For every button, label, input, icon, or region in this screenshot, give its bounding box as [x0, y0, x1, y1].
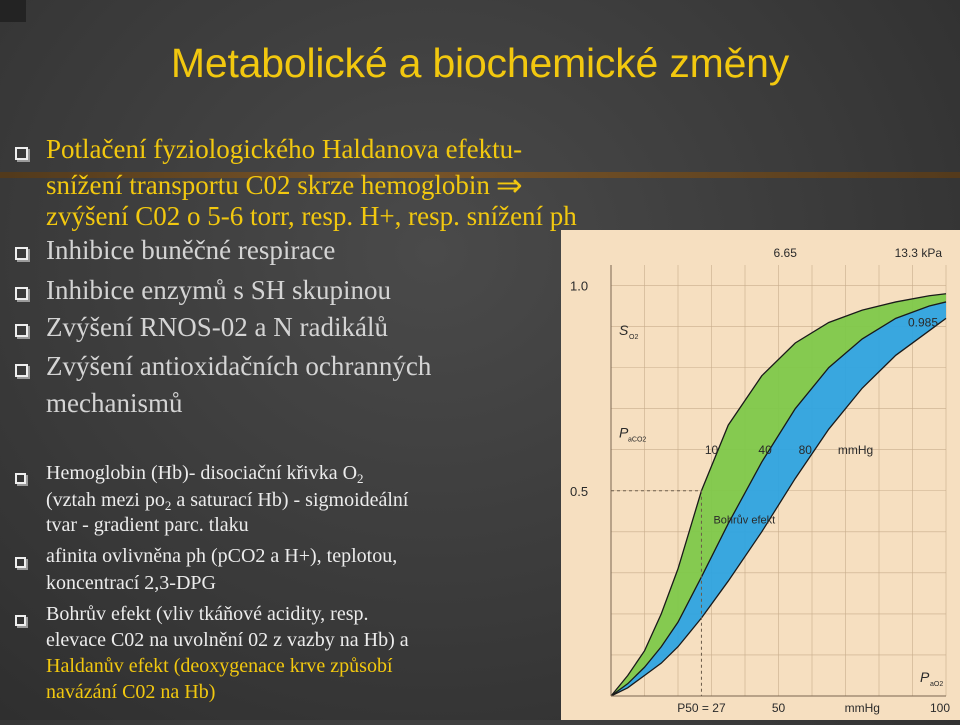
x-tick-label: mmHg: [845, 701, 880, 715]
y-axis-label-sub: O2: [629, 334, 638, 341]
bullet-text: Bohrův efekt (vliv tkáňové acidity, resp…: [46, 603, 369, 625]
bullet-text: mechanismů: [46, 388, 183, 418]
bullet-text: Zvýšení antioxidačních ochranných: [46, 351, 432, 381]
y-axis-label: S: [619, 322, 629, 338]
x-tick-label: 50: [772, 701, 786, 715]
inner-tick-label: 10: [705, 443, 719, 457]
dissociation-curve-2: [610, 317, 947, 697]
bullet-square-icon: [15, 287, 28, 300]
bullet-text: Zvýšení RNOS-02 a N radikálů: [46, 312, 388, 342]
bullet-text: navázání C02 na Hb): [46, 681, 216, 703]
x-tick-label: P50 = 27: [677, 701, 726, 715]
bullet-text: Potlačení fyziologického Haldanova efekt…: [46, 134, 523, 164]
bullet-text: afinita ovlivněna ph (pCO2 a H+), teplot…: [46, 545, 398, 567]
bullet-text: snížení transportu C02 skrze hemoglobin ⇒: [46, 167, 523, 203]
decorative-band: [0, 172, 960, 178]
inner-axis-label-sub: aCO2: [628, 436, 646, 443]
y-tick-label: 1.0: [570, 279, 588, 294]
corner-mark: [0, 0, 26, 22]
blue-band-area: [611, 301, 946, 696]
bullet-text: Hemoglobin (Hb)- disociační křivka O2: [46, 462, 364, 486]
y-tick-label: 0.5: [570, 484, 588, 499]
chart-svg: 1.0 0.5 S O2 6.65 13.3 kPa 0.985 P aCO2 10 40 80 mmH…: [570, 246, 950, 715]
bullet-square-icon: [15, 615, 26, 626]
top-kpa-label: 6.65: [774, 246, 798, 260]
inner-tick-label: 80: [799, 443, 813, 457]
dissociation-curve-0: [610, 293, 947, 697]
inner-tick-label: mmHg: [838, 443, 873, 457]
bullet-square-icon: [15, 557, 26, 568]
bullet-text: Haldanův efekt (deoxygenace krve způsobí: [46, 655, 393, 677]
slide-title: Metabolické a biochemické změny: [170, 40, 790, 86]
bullet-text: zvýšení C02 o 5-6 torr, resp. H+, resp. …: [46, 201, 577, 231]
x-tick-label: 100: [930, 701, 950, 715]
bullet-text: Inhibice buněčné respirace: [46, 235, 336, 265]
saturation-label: 0.985: [908, 316, 938, 330]
dissociation-curve-1: [610, 301, 947, 697]
x-axis-label: P: [920, 669, 930, 685]
bullet-text: koncentrací 2,3-DPG: [46, 572, 216, 594]
bullet-square-icon: [15, 364, 28, 377]
bullet-square-icon: [15, 473, 26, 484]
bullet-square-icon: [15, 324, 28, 337]
bullet-text: Inhibice enzymů s SH skupinou: [46, 275, 391, 305]
implies-arrow-icon: ⇒: [495, 167, 523, 203]
top-kpa-label: 13.3 kPa: [895, 246, 943, 260]
inner-axis-label: P: [619, 424, 629, 440]
x-axis-label-sub: aO2: [930, 681, 943, 688]
inner-tick-label: 40: [758, 443, 772, 457]
bullet-text: elevace C02 na uvolnění 02 z vazby na Hb…: [46, 629, 409, 651]
bullet-square-icon: [15, 147, 28, 160]
bullet-text: (vztah mezi po2 a saturací Hb) - sigmoid…: [46, 489, 409, 513]
green-band-area: [611, 293, 946, 696]
bohr-effect-annotation: Bohrův efekt: [713, 515, 775, 527]
bullet-square-icon: [15, 247, 28, 260]
bullet-text: tvar - gradient parc. tlaku: [46, 514, 249, 536]
